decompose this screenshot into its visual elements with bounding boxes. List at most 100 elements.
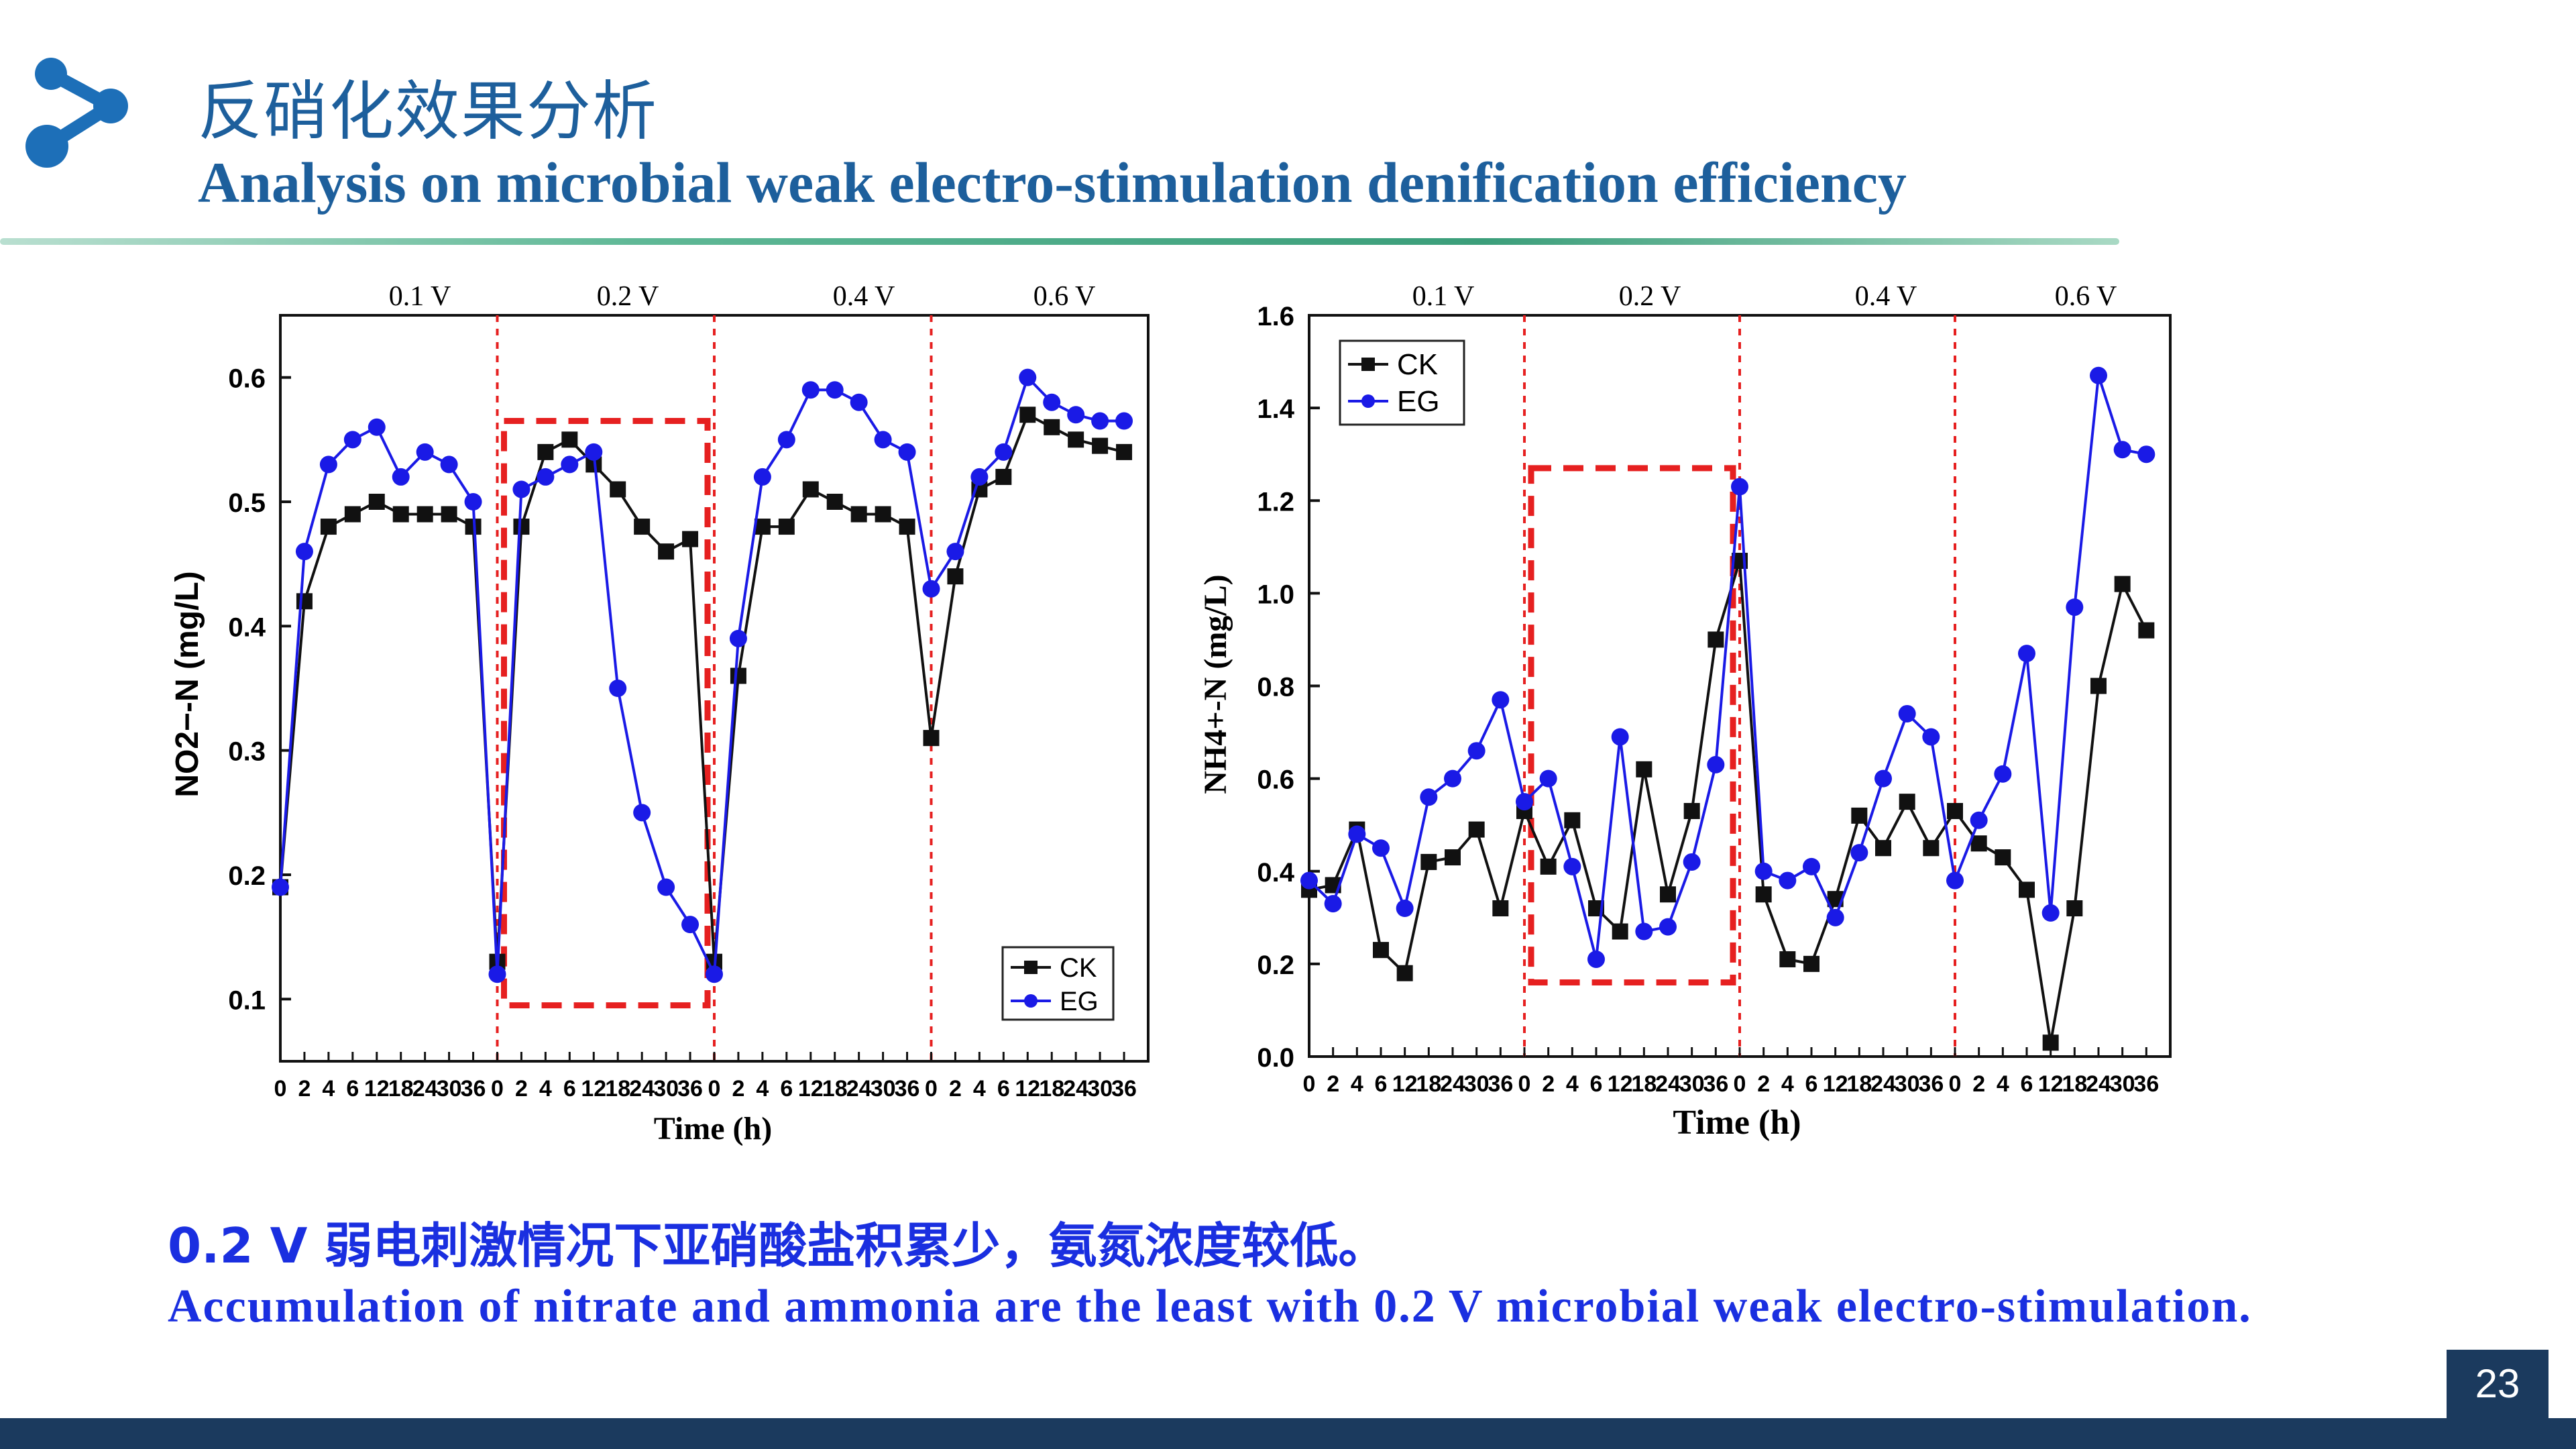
ck-point	[1707, 631, 1724, 648]
eg-point	[1420, 788, 1438, 806]
x-tick-label: 4	[539, 1076, 552, 1102]
footer-bar	[0, 1418, 2576, 1449]
ck-point	[537, 443, 554, 460]
x-tick-label: 24	[1063, 1076, 1088, 1102]
eg-point	[826, 381, 844, 399]
x-axis-label: Time (h)	[654, 1111, 772, 1146]
eg-point	[729, 629, 747, 647]
y-axis-label: NH4+-N (mg/L)	[1198, 574, 1233, 794]
ck-point	[1445, 849, 1461, 866]
phase-label: 0.1 V	[389, 281, 451, 312]
x-tick-label: 12	[581, 1076, 606, 1102]
eg-point	[1091, 412, 1109, 430]
ck-point	[1732, 553, 1748, 570]
eg-point	[970, 468, 989, 486]
ck-point	[1995, 849, 2011, 866]
ck-point	[513, 519, 530, 535]
ck-point	[2138, 622, 2155, 639]
x-tick-label: 0	[1303, 1071, 1316, 1097]
plot-frame	[1308, 314, 2172, 1058]
x-tick-label: 18	[822, 1076, 848, 1102]
x-tick-label: 30	[2110, 1071, 2135, 1097]
plot-frame	[279, 314, 1150, 1063]
x-tick-label: 12	[1823, 1071, 1848, 1097]
ck-point	[682, 531, 699, 547]
eg-point	[1444, 769, 1461, 788]
eg-point	[1563, 857, 1581, 875]
eg-point	[946, 543, 964, 561]
ck-point	[1755, 886, 1772, 903]
x-tick-label: 4	[1566, 1071, 1579, 1097]
x-tick-label: 30	[437, 1076, 462, 1102]
eg-point	[609, 680, 627, 697]
x-tick-label: 36	[1918, 1071, 1944, 1097]
ck-point	[1947, 802, 1963, 819]
eg-point	[319, 455, 337, 474]
eg-point	[440, 455, 458, 474]
x-tick-label: 2	[1327, 1071, 1339, 1097]
x-tick-label: 0	[708, 1076, 721, 1102]
eg-point	[1492, 691, 1510, 709]
x-tick-label: 4	[322, 1076, 335, 1102]
eg-point	[2066, 598, 2084, 616]
legend-ck: CK	[1397, 348, 1438, 381]
ck-point	[1803, 955, 1819, 972]
ck-point	[2114, 576, 2131, 592]
y-tick-label: 0.2	[1257, 951, 1294, 980]
ck-point	[1827, 891, 1844, 908]
phase-label: 0.6 V	[2055, 281, 2117, 312]
x-tick-label: 30	[1464, 1071, 1490, 1097]
ck-point	[1068, 431, 1084, 448]
ck-point	[1349, 821, 1365, 838]
x-tick-label: 12	[1608, 1071, 1633, 1097]
y-tick-label: 0.4	[228, 612, 266, 642]
eg-point	[1324, 895, 1342, 913]
legend-ck: CK	[1060, 953, 1097, 983]
phase-labels: 0.1 V 0.2 V 0.4 V 0.6 V	[1412, 281, 2117, 312]
ck-point	[320, 519, 337, 535]
y-tick-label: 1.4	[1257, 394, 1294, 424]
x-tick-label: 36	[895, 1076, 920, 1102]
eg-point	[1115, 412, 1133, 430]
x-tick-label: 0	[1518, 1071, 1531, 1097]
highlight-box	[501, 418, 711, 1009]
x-tick-label: 24	[2086, 1071, 2111, 1097]
x-tick-label: 2	[1972, 1071, 1985, 1097]
phase-labels: 0.1 V 0.2 V 0.4 V 0.6 V	[389, 281, 1096, 312]
eg-point	[1922, 728, 1940, 746]
eg-point	[1043, 393, 1061, 411]
eg-point	[561, 455, 579, 474]
x-tick-label: 4	[973, 1076, 986, 1102]
ck-point	[754, 519, 771, 535]
ck-point	[1540, 858, 1557, 875]
ck-point	[296, 593, 313, 610]
ck-point	[802, 481, 819, 498]
y-tick-label: 0.4	[1257, 858, 1294, 888]
ck-point	[1683, 802, 1700, 819]
eg-point	[657, 878, 675, 896]
ck-point	[875, 506, 891, 523]
x-tick-label: 6	[563, 1076, 576, 1102]
legend-eg: EG	[1060, 987, 1099, 1016]
ck-point	[610, 481, 626, 498]
x-tick-label: 24	[1440, 1071, 1465, 1097]
eg-point	[753, 468, 771, 486]
series-line-ck	[279, 413, 1125, 962]
phase-label: 0.6 V	[1033, 281, 1096, 312]
eg-point	[1683, 853, 1701, 871]
ck-point	[465, 519, 482, 535]
conclusion-en: Accumulation of nitrate and ammonia are …	[168, 1281, 2252, 1332]
x-tick-label: 12	[2038, 1071, 2064, 1097]
ck-point	[2066, 900, 2083, 916]
ck-point	[1325, 877, 1341, 894]
x-tick-label: 24	[412, 1076, 438, 1102]
eg-point	[2113, 441, 2131, 459]
eg-point	[801, 381, 820, 399]
x-tick-label: 30	[1679, 1071, 1705, 1097]
ck-point	[1851, 807, 1868, 824]
x-tick-label: 4	[1781, 1071, 1794, 1097]
molecule-logo-icon	[25, 58, 128, 168]
y-tick-label: 1.2	[1257, 487, 1294, 517]
ck-point	[971, 481, 988, 498]
ck-point	[1492, 900, 1509, 916]
